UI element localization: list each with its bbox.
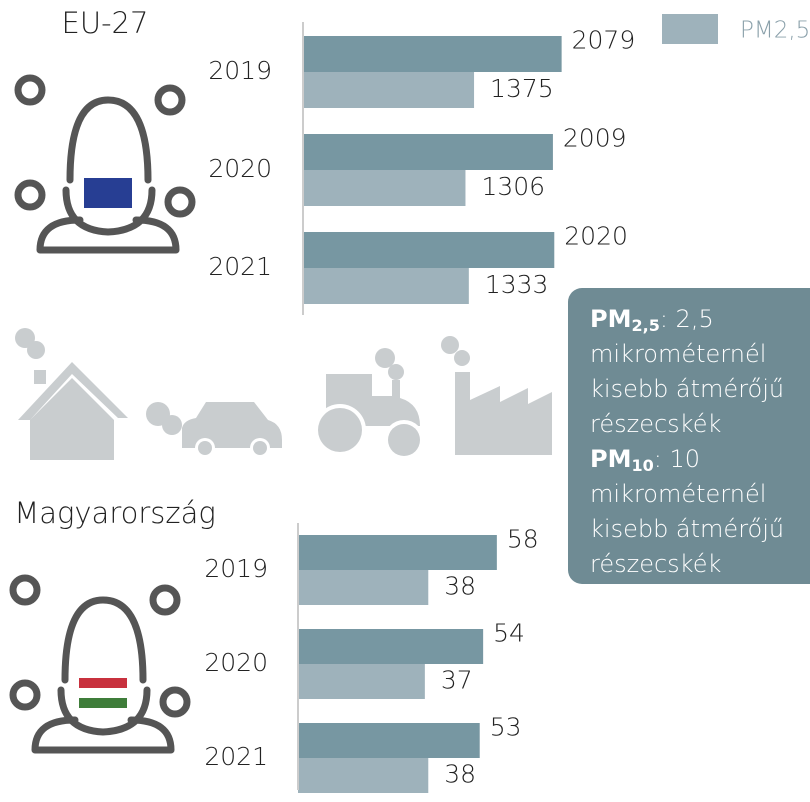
pollution-icons: [15, 328, 552, 460]
category-label: 2020: [208, 154, 272, 183]
bar: [303, 232, 554, 268]
bar: [298, 535, 497, 570]
info-text: részecskék: [590, 410, 721, 438]
face-icon: [13, 578, 187, 750]
term-text: : 2,5: [660, 305, 714, 333]
value-label: 1375: [490, 74, 554, 103]
term-text: : 10: [654, 445, 700, 473]
term: PM: [590, 445, 631, 473]
infographic: EU-27 2019 2079 1375 2020 2009 1306 2021 2020 133…: [0, 0, 810, 798]
bar: [303, 72, 474, 108]
face-icon: [18, 78, 192, 250]
info-text: kisebb átmérőjű: [590, 515, 784, 543]
bar: [298, 723, 480, 758]
info-text: kisebb átmérőjű: [590, 375, 784, 403]
category-label: 2021: [208, 252, 272, 281]
info-text: mikrométernél: [590, 480, 766, 508]
value-label: 1306: [481, 172, 545, 201]
value-label: 2079: [572, 25, 636, 54]
bar: [303, 268, 469, 304]
bar: [303, 134, 553, 170]
value-label: 38: [444, 572, 476, 601]
bar: [298, 664, 425, 699]
value-label: 2009: [563, 123, 627, 152]
legend-label: PM2,5: [740, 18, 810, 44]
value-label: 1333: [485, 270, 549, 299]
bar: [298, 758, 428, 793]
bar: [298, 570, 428, 605]
info-text: részecskék: [590, 550, 721, 578]
bar: [298, 629, 483, 664]
category-label: 2019: [204, 554, 268, 583]
category-label: 2020: [204, 648, 268, 677]
value-label: 37: [441, 666, 473, 695]
chart-title: Magyarország: [14, 496, 216, 530]
term: PM: [590, 305, 631, 333]
value-label: 2020: [564, 221, 628, 250]
chart-title: EU-27: [62, 6, 149, 40]
info-text: mikrométernél: [590, 340, 766, 368]
legend-swatch: [662, 14, 718, 44]
value-label: 53: [490, 712, 522, 741]
category-label: 2021: [204, 742, 268, 771]
bar: [303, 36, 562, 72]
category-label: 2019: [208, 56, 272, 85]
value-label: 38: [444, 760, 476, 789]
value-label: 54: [493, 618, 525, 647]
value-label: 58: [507, 524, 539, 553]
term-sub: 10: [631, 456, 653, 475]
bar: [303, 170, 465, 206]
term-sub: 2,5: [631, 316, 659, 335]
